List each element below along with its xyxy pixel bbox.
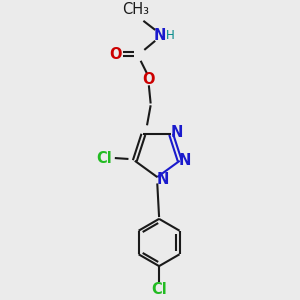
Text: N: N xyxy=(170,125,183,140)
Text: N: N xyxy=(179,153,191,168)
Text: Cl: Cl xyxy=(96,151,112,166)
Text: Cl: Cl xyxy=(151,282,167,297)
Text: O: O xyxy=(109,47,122,62)
Text: O: O xyxy=(142,72,155,87)
Text: H: H xyxy=(166,29,175,42)
Text: CH₃: CH₃ xyxy=(122,2,149,16)
Text: N: N xyxy=(157,172,169,187)
Text: N: N xyxy=(154,28,166,43)
